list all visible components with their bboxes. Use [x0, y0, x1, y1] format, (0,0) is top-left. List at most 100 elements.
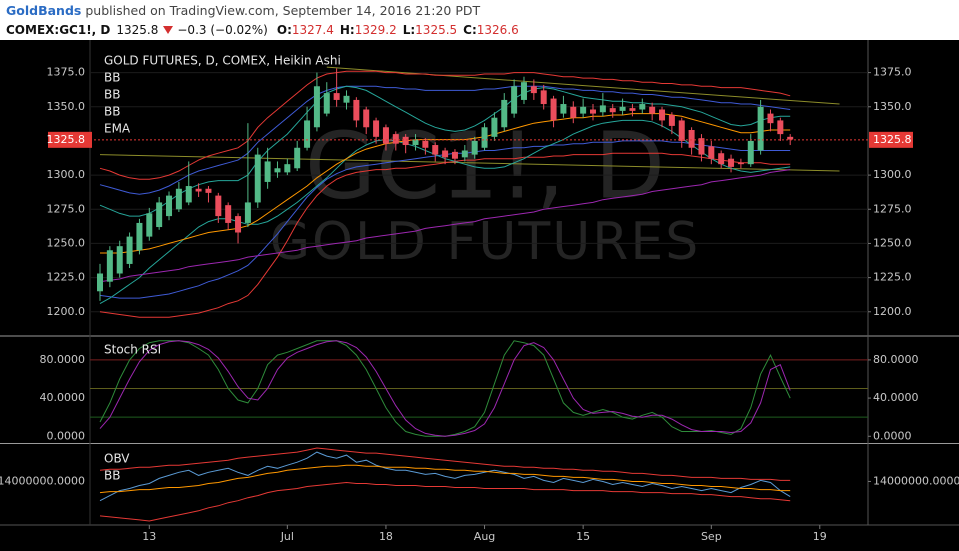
y-tick-label: 1375.0 [47, 66, 86, 79]
candle-body [274, 168, 281, 173]
candle-body [678, 120, 685, 141]
x-tick-label: Jul [280, 530, 294, 543]
candle-body [97, 273, 103, 292]
candle-body [382, 127, 389, 144]
ohlc-label: H: [339, 22, 355, 37]
candle-body [195, 188, 202, 192]
band-upper [99, 85, 791, 217]
candle-body [511, 86, 518, 114]
candle-body [629, 108, 636, 111]
candle-body [540, 90, 547, 105]
y-tick-label-right: 1225.0 [873, 271, 912, 284]
candle-body [757, 106, 764, 151]
y-tick-label: 1225.0 [47, 271, 86, 284]
candle-body [146, 213, 153, 237]
price-label: 1325.8 [47, 133, 86, 146]
candle-body [294, 147, 301, 169]
candle-body [432, 145, 439, 155]
candle-body [737, 162, 744, 165]
series-line [99, 169, 791, 283]
candle-body [550, 98, 557, 121]
candle-body [333, 93, 340, 100]
candle-body [590, 109, 596, 114]
candle-body [363, 109, 370, 128]
candle-body [718, 153, 725, 165]
ohlc-label: C: [463, 22, 477, 37]
candle-body [323, 93, 330, 114]
down-arrow [163, 25, 174, 34]
candle-body [126, 236, 133, 264]
candle-body [461, 150, 468, 158]
y-tick-label-right: 1250.0 [873, 236, 912, 249]
candle-body [304, 120, 311, 148]
watermark: GOLD FUTURES [270, 212, 701, 272]
trend-line [326, 66, 840, 105]
candle-body [156, 202, 163, 228]
candle-body [402, 136, 409, 146]
price-label-box [869, 131, 913, 148]
candle-body [471, 140, 478, 155]
header: GoldBands published on TradingView.com, … [6, 0, 956, 40]
symbol-line: COMEX:GC1!, D 1325.8 −0.3 (−0.02%) O: 132… [6, 20, 956, 39]
candle-body [175, 188, 182, 210]
candle-body [728, 158, 735, 167]
candle-body [412, 139, 419, 146]
ohlc-label: O: [276, 22, 292, 37]
price-label-box [48, 131, 92, 148]
published: published on TradingView.com, September … [85, 3, 481, 18]
candle-body [422, 140, 429, 148]
y-tick-label-right: 14000000.0000 [873, 474, 959, 487]
y-tick-label: 1200.0 [47, 305, 86, 318]
candle-body [520, 82, 527, 100]
y-tick-label: 14000000.0000 [0, 474, 85, 487]
y-tick-label: 1350.0 [47, 100, 86, 113]
legend-entry: BB [104, 469, 120, 483]
candle-body [668, 114, 675, 126]
candle-body [659, 109, 666, 121]
candle-body [392, 134, 399, 144]
x-tick-label: 19 [813, 530, 827, 543]
candle-body [343, 95, 350, 103]
ohlc-label: L: [402, 22, 416, 37]
candle-body [106, 250, 113, 282]
price-label: 1325.8 [873, 133, 912, 146]
candle-body [619, 106, 626, 111]
candle-body [649, 106, 656, 114]
legend-entry: EMA [104, 122, 131, 136]
pane-title: GOLD FUTURES, D, COMEX, Heikin Ashi [104, 54, 341, 68]
candle-body [185, 186, 192, 203]
candle-body [166, 195, 173, 217]
y-tick-label-right: 1200.0 [873, 305, 912, 318]
ohlc-value: 1326.6 [476, 22, 519, 37]
y-tick-label: 1300.0 [47, 168, 86, 181]
band-middle [99, 464, 791, 494]
candle-body [451, 151, 458, 159]
pane-title: Stoch RSI [104, 343, 161, 357]
candle-body [284, 164, 291, 173]
candle-body [373, 120, 380, 137]
candle-body [481, 127, 488, 148]
band-upper [99, 70, 791, 180]
candle-body [254, 154, 261, 203]
candle-body [136, 222, 143, 251]
y-tick-label-right: 80.0000 [873, 353, 919, 366]
candle-body [491, 117, 498, 137]
candle-body [570, 106, 577, 118]
candle-body [244, 202, 251, 223]
candle-body [205, 188, 212, 193]
publish-line: GoldBands published on TradingView.com, … [6, 1, 956, 20]
series-line [100, 113, 791, 254]
ohlc-value: 1327.4 [291, 22, 334, 37]
band-upper [99, 447, 791, 481]
header-background [0, 0, 959, 40]
x-tick-label: Sep [701, 530, 722, 543]
candle-body [235, 216, 242, 233]
candle-body [501, 99, 508, 128]
candle-body [698, 138, 705, 155]
y-tick-label: 0.0000 [47, 429, 86, 442]
y-tick-label-right: 40.0000 [873, 391, 919, 404]
y-tick-label-right: 1350.0 [873, 100, 912, 113]
x-tick-label: 13 [142, 530, 156, 543]
author[interactable]: GoldBands [6, 3, 82, 18]
